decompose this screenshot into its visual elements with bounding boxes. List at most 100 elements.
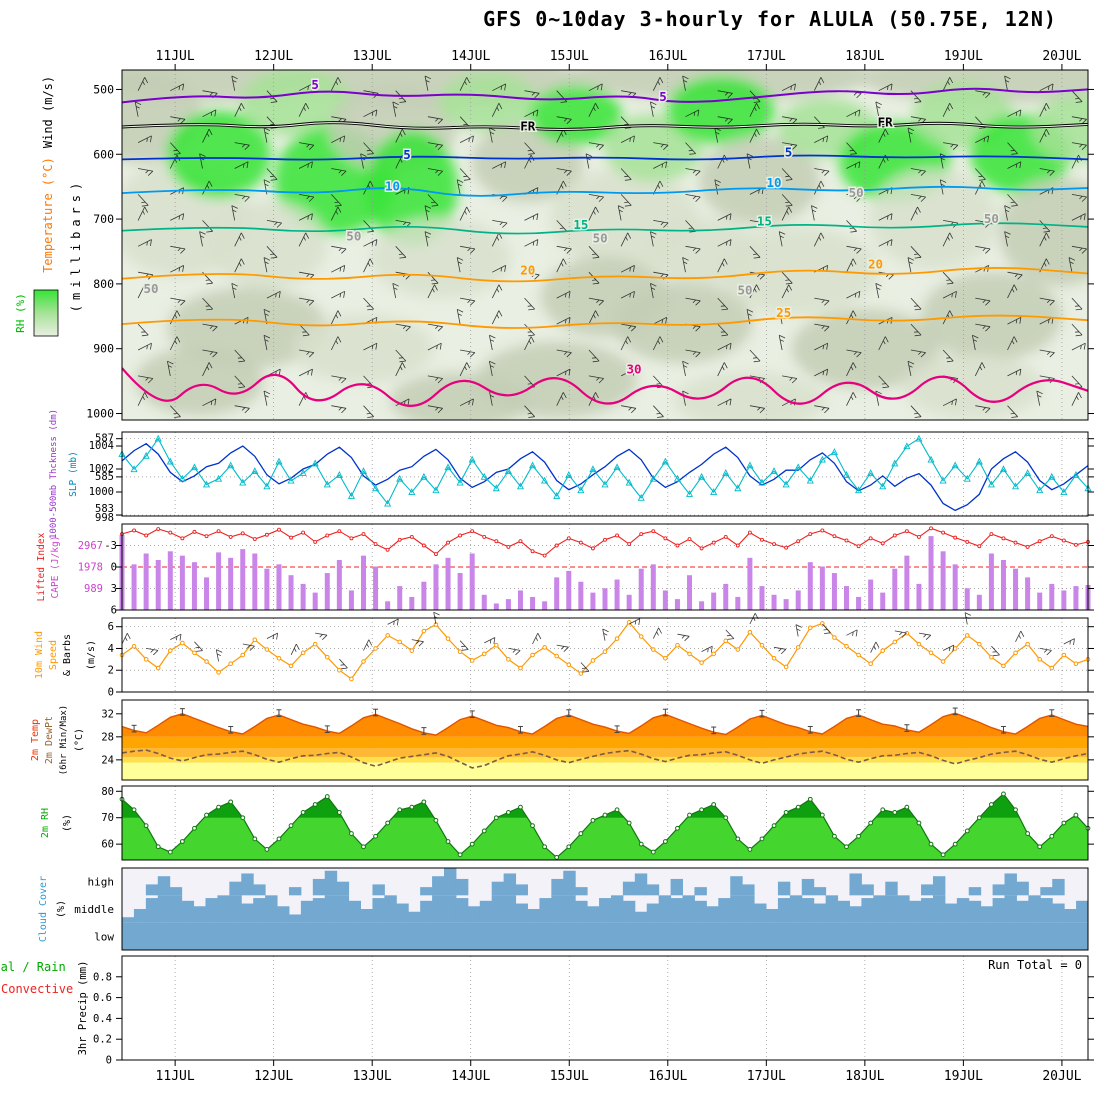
- wind-barb: [878, 239, 893, 247]
- wind-barb: [870, 641, 880, 653]
- cloud-block: [813, 887, 827, 896]
- tick-label: 4: [108, 643, 114, 655]
- wind-barb: [846, 258, 857, 273]
- wind-barb: [749, 284, 760, 299]
- wind-barb: [138, 375, 154, 384]
- cape-bar: [844, 586, 849, 610]
- ylabel-cloud-pct: (%): [56, 900, 67, 918]
- ylabel-2m-temp: 2m Temp: [30, 719, 41, 761]
- wind-barb: [298, 103, 310, 117]
- date-label-bottom: 11JUL: [156, 1069, 195, 1084]
- cape-bar: [216, 552, 222, 610]
- cape-bar: [831, 573, 837, 610]
- cloud-block: [694, 887, 707, 896]
- ylabel-millibars: (millibars): [69, 178, 83, 312]
- wind-barb: [456, 308, 464, 325]
- wind-barb: [617, 205, 625, 221]
- cape-bar: [421, 581, 427, 610]
- wind-barb: [653, 316, 668, 325]
- cloud-block: [587, 906, 600, 923]
- wind-barb: [524, 109, 539, 118]
- wind-barb: [263, 257, 271, 273]
- wind-barb: [588, 246, 600, 259]
- contour-label: 50: [346, 229, 361, 244]
- date-label-top: 19JUL: [944, 49, 983, 64]
- rh-area: [122, 793, 1088, 860]
- date-label-top: 17JUL: [747, 49, 786, 64]
- wind-barb: [974, 362, 986, 377]
- wind-barb: [170, 142, 181, 155]
- wind-barb: [363, 142, 374, 155]
- wind-barb: [682, 75, 689, 91]
- wind-barb: [975, 323, 991, 332]
- ylabel-temperature: Temperature (°C): [41, 157, 55, 273]
- wind-barb: [875, 283, 882, 299]
- date-label-bottom: 15JUL: [550, 1069, 589, 1084]
- cape-bar: [481, 594, 487, 610]
- cloud-block: [157, 876, 171, 896]
- contour-10: [122, 185, 1088, 197]
- cape-bar: [892, 568, 898, 610]
- wind-barb: [290, 643, 300, 656]
- wind-barb: [878, 128, 889, 143]
- wind-barb: [331, 265, 346, 273]
- wind-barb: [910, 90, 922, 103]
- cape-bar: [1061, 590, 1067, 610]
- cloud-block: [1004, 873, 1017, 896]
- cloud-block: [718, 898, 731, 923]
- wind-barb: [491, 103, 503, 117]
- cloud-block: [193, 906, 206, 923]
- wind-barb: [170, 297, 186, 306]
- cloud-block: [241, 873, 254, 896]
- chart-title: GFS 0~10day 3-hourly for ALULA (50.75E, …: [483, 7, 1057, 31]
- slp-line: [121, 442, 1089, 512]
- contour-label: 30: [626, 361, 641, 376]
- cloud-block: [288, 887, 302, 896]
- tick-label: 70: [101, 812, 114, 824]
- wind-barb: [202, 323, 218, 332]
- wind-barb: [717, 323, 729, 337]
- wind-barb: [263, 390, 271, 406]
- wind-barb: [846, 349, 862, 358]
- cape-bar: [131, 564, 137, 610]
- contour-label: 50: [143, 281, 158, 296]
- contour-25: [122, 314, 1088, 329]
- wind-barb: [620, 368, 635, 377]
- wind-barb: [508, 648, 521, 656]
- wind-barb: [620, 336, 632, 351]
- wind-barb: [814, 342, 829, 351]
- wind-barb: [427, 142, 443, 150]
- wind-barb: [170, 405, 181, 418]
- date-label-bottom: 12JUL: [254, 1069, 293, 1084]
- tick-label: 2967: [78, 540, 103, 552]
- wind-barb: [298, 232, 310, 247]
- wind-barb: [202, 362, 213, 377]
- wind-barb: [492, 265, 507, 273]
- cape-bar: [409, 596, 415, 610]
- wind-barb: [1007, 405, 1018, 418]
- cloud-block: [229, 881, 242, 896]
- cape-bar: [469, 553, 475, 610]
- contour-5: [122, 87, 1088, 104]
- cloud-block: [754, 903, 767, 923]
- wind-barb: [781, 284, 793, 299]
- cape-bar: [530, 596, 536, 610]
- cloud-row-label: high: [88, 876, 115, 889]
- wind-barb: [781, 194, 793, 207]
- cape-bar: [336, 560, 342, 610]
- wind-barb: [556, 392, 567, 406]
- cape-bar: [1073, 586, 1079, 610]
- wind-barb: [234, 349, 246, 363]
- cape-bar: [928, 536, 934, 610]
- wind-barb: [424, 231, 432, 247]
- cape-bar: [988, 553, 994, 610]
- wind-barb: [492, 83, 507, 92]
- contour-label: 50: [593, 231, 608, 246]
- wind-barb: [975, 297, 991, 306]
- wind-barb: [620, 194, 632, 207]
- wind-barb: [907, 257, 915, 273]
- cloud-block: [777, 881, 791, 896]
- wind-barb: [1071, 116, 1087, 125]
- wind-barb: [424, 75, 432, 91]
